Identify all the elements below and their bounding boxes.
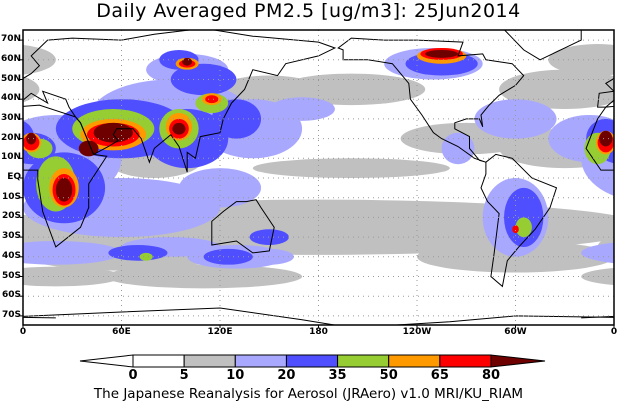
- lat-tick-label: EQ: [7, 172, 21, 182]
- lon-tick-label: 0: [19, 327, 27, 337]
- lon-tick-label: 60E: [112, 327, 131, 337]
- pm25-contour-65-80: [205, 95, 219, 104]
- colorbar-lower-triangle: [79, 354, 134, 368]
- lon-tick-label: 180: [309, 327, 328, 337]
- pm25-contour-5-10: [581, 215, 614, 240]
- lon-tick-label: 120W: [402, 327, 432, 337]
- pm25-contour-10-20: [441, 132, 475, 165]
- colorbar-level-label: 10: [226, 368, 245, 383]
- colorbar-segment: [388, 354, 441, 368]
- colorbar-upper-triangle: [490, 354, 546, 368]
- pm25-contour-above-80: [182, 57, 193, 66]
- colorbar-segment: [183, 354, 236, 368]
- greenland-coastline: [503, 30, 582, 61]
- lat-tick-label: 20N: [0, 132, 21, 143]
- australia-coastline: [211, 199, 275, 254]
- pm25-contour-10-20: [581, 242, 614, 264]
- pm25-contour-20-35: [108, 244, 168, 261]
- north-america-coastline: [337, 37, 525, 163]
- colorbar-segment: [337, 354, 390, 368]
- lat-tick-label: 60N: [0, 53, 21, 64]
- pm25-contour-10-20: [269, 97, 335, 121]
- pm25-contour-20-35: [249, 229, 289, 245]
- lat-tick-label: 50S: [1, 270, 21, 281]
- lat-tick-label: 40N: [0, 93, 21, 104]
- pm25-contour-10-20: [23, 241, 122, 265]
- pm25-contour-5-10: [499, 69, 614, 110]
- colorbar-segment: [439, 354, 492, 368]
- pm25-contour-5-10: [252, 158, 450, 178]
- lat-tick-label: 20S: [1, 211, 21, 222]
- lat-tick-label: 30N: [0, 112, 21, 123]
- pm25-contour-above-80: [425, 49, 459, 58]
- lon-tick-label: 60W: [504, 327, 527, 337]
- south-america-coastline: [480, 153, 558, 288]
- field-layer: [23, 30, 614, 325]
- pm25-contour-10-20: [474, 99, 557, 139]
- colorbar-segment: [132, 354, 185, 368]
- colorbar-level-label: 35: [328, 368, 347, 383]
- pm25-contour-above-80: [93, 122, 133, 143]
- pm25-contour-5-10: [23, 44, 56, 75]
- lon-tick-label: 0: [610, 327, 617, 337]
- colorbar-level-label: 80: [481, 368, 501, 383]
- colorbar-level-label: 20: [277, 368, 296, 383]
- pm25-contour-above-80: [78, 140, 99, 157]
- lat-tick-label: 40S: [1, 250, 21, 261]
- pm25-contour-above-80: [172, 122, 186, 135]
- pm25-contour-5-10: [581, 267, 614, 286]
- lon-tick-label: 120E: [207, 327, 233, 337]
- pm25-contour-35-50: [139, 252, 153, 261]
- credit-text: The Japanese Reanalysis for Aerosol (JRA…: [93, 386, 524, 402]
- pm25-contour-65-80: [512, 225, 519, 234]
- lat-tick-label: 70S: [1, 309, 21, 320]
- pm25-contour-10-20: [178, 168, 262, 208]
- pm25-contour-above-80: [599, 130, 613, 147]
- antarctica-coastline: [23, 307, 614, 325]
- pm25-contour-above-80: [55, 178, 73, 202]
- lat-tick-label: 50N: [0, 73, 21, 84]
- lat-tick-label: 70N: [0, 34, 21, 45]
- colorbar-level-label: 50: [379, 368, 398, 383]
- pm25-contour-35-50: [515, 217, 532, 238]
- lat-tick-label: 60S: [1, 290, 21, 301]
- colorbar-level-label: 0: [128, 368, 138, 383]
- lat-tick-label: 10S: [1, 191, 21, 202]
- pm25-contour-above-80: [26, 132, 37, 145]
- pm25-contour-5-10: [548, 44, 614, 76]
- pm25-contour-5-10: [23, 266, 122, 287]
- chart-title: Daily Averaged PM2.5 [ug/m3]: 25Jun2014: [96, 0, 521, 22]
- lat-tick-label: 30S: [1, 231, 21, 242]
- colorbar-level-label: 5: [179, 368, 189, 383]
- colorbar-segment: [285, 354, 339, 368]
- colorbar-level-label: 65: [430, 368, 449, 383]
- eurasia-coastline: [23, 30, 337, 173]
- colorbar-segment: [234, 354, 287, 368]
- lat-tick-label: 10N: [0, 152, 21, 163]
- africa-coastline: [23, 104, 108, 248]
